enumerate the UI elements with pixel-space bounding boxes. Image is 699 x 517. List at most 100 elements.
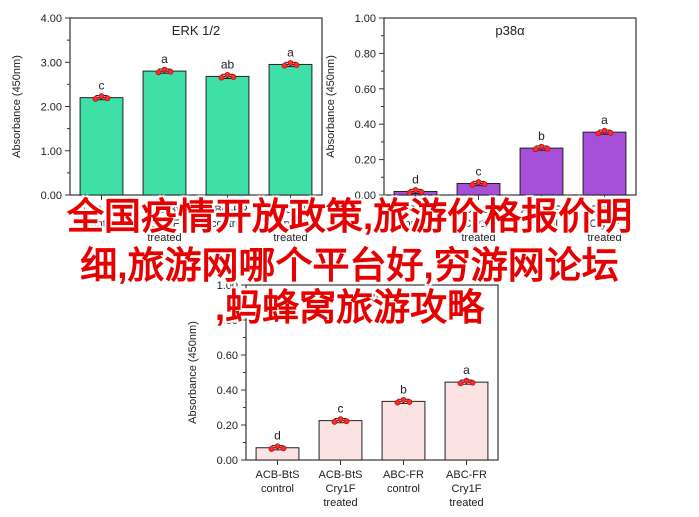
x-tick-label: ACB-BtS [142, 204, 186, 216]
data-point [544, 145, 551, 152]
significance-label: c [338, 402, 344, 416]
x-tick-label: ABC-FR [207, 204, 248, 216]
y-tick-label: 1.00 [355, 13, 376, 25]
y-axis-label: Absorbance (450nm) [187, 321, 199, 424]
data-point [412, 187, 419, 193]
y-tick-label: 0.00 [217, 455, 238, 467]
data-point [155, 69, 162, 76]
significance-label: b [538, 129, 545, 143]
data-point [595, 130, 602, 137]
bar [444, 381, 489, 461]
y-tick-label: 0.60 [355, 84, 376, 96]
significance-label: a [463, 363, 470, 377]
x-tick-label: treated [461, 232, 495, 244]
bar [79, 97, 124, 196]
y-tick-label: 0.00 [41, 190, 62, 202]
significance-label: c [99, 79, 105, 93]
chart-title: JNK [360, 290, 385, 305]
x-tick-label: ABC-FR [383, 469, 424, 481]
data-point [268, 446, 275, 452]
significance-label: a [287, 45, 294, 59]
y-axis-label: Absorbance (450nm) [325, 55, 337, 158]
significance-label: b [400, 382, 407, 396]
significance-label: a [601, 113, 608, 127]
x-tick-label: ACB-BtS [255, 469, 299, 481]
x-tick-label: ACB-BtS [318, 469, 362, 481]
jnk-panel: JNK 0.00 0.20 0.40 0.60 0.80 1.00 Absorbance (4… [187, 280, 499, 509]
data-point [400, 396, 407, 403]
bar [381, 400, 426, 461]
bar [142, 70, 187, 196]
data-point [457, 380, 464, 387]
data-point [337, 416, 344, 423]
y-tick-label: 0.40 [355, 119, 376, 131]
overlay-line-1: 全国疫情开放政策,旅游价格报价明 [66, 196, 633, 237]
erk-panel: ERK 1/2 0.00 1.00 2.00 3.00 4.00 Absorbance (4… [11, 13, 323, 244]
y-tick-label: 0.20 [217, 420, 238, 432]
y-tick-label: 1.00 [217, 280, 238, 292]
data-point [418, 189, 425, 195]
x-tick-label: ABC-FR [584, 204, 625, 216]
data-point [274, 443, 281, 450]
data-point [469, 181, 476, 188]
bar [268, 63, 313, 196]
x-tick-label: ACB-BtS [79, 204, 123, 216]
y-tick-label: 0.60 [217, 350, 238, 362]
data-point [230, 74, 237, 80]
data-point [532, 146, 539, 153]
x-tick-label: Cry1F [590, 218, 620, 230]
significance-label: ab [221, 57, 235, 71]
data-point [469, 379, 476, 386]
x-tick-label: ABC-FR [446, 469, 487, 481]
x-tick-label: ABC-FR [521, 204, 562, 216]
data-point [394, 399, 401, 406]
chart-title: ERK 1/2 [172, 23, 220, 38]
overlay-line-2: 细,旅游网哪个平台好,穷游网论坛 [80, 245, 619, 286]
y-tick-label: 1.00 [41, 146, 62, 158]
data-point [104, 95, 111, 102]
data-point [281, 62, 288, 69]
data-point [607, 129, 614, 136]
significance-label: d [274, 429, 281, 443]
x-tick-label: ACB-BtS [393, 204, 437, 216]
data-point [218, 74, 225, 81]
y-tick-label: 0.40 [217, 385, 238, 397]
x-tick-label: Cry1F [150, 218, 180, 230]
x-tick-label: control [85, 218, 118, 230]
y-tick-label: 0.80 [355, 48, 376, 60]
bar [318, 420, 363, 461]
significance-label: c [476, 164, 482, 178]
data-point [343, 418, 350, 425]
x-tick-label: Cry1F [326, 483, 356, 495]
y-axis-label: Absorbance (450nm) [11, 55, 23, 158]
overlay-line-3: ,蚂蜂窝旅游攻略 [214, 287, 485, 328]
p38-panel: p38α 0.00 0.20 0.40 0.60 0.80 1.00 Absorbance (… [325, 13, 637, 244]
y-tick-label: 4.00 [41, 13, 62, 25]
data-point [601, 127, 608, 134]
y-tick-label: 0.20 [355, 155, 376, 167]
x-tick-label: control [525, 218, 558, 230]
data-point [331, 418, 338, 425]
data-point [280, 445, 287, 452]
bar [582, 131, 627, 196]
y-tick-label: 0.80 [217, 315, 238, 327]
data-point [406, 399, 413, 405]
x-tick-label: control [261, 483, 294, 495]
x-tick-label: treated [273, 232, 307, 244]
data-point [167, 68, 174, 75]
x-tick-label: Cry1F [276, 218, 306, 230]
data-point [293, 62, 300, 68]
x-tick-label: treated [587, 232, 621, 244]
x-tick-label: ABC-FR [270, 204, 311, 216]
x-tick-label: Cry1F [464, 218, 494, 230]
x-tick-label: control [211, 218, 244, 230]
data-point [161, 66, 168, 73]
data-point [481, 181, 488, 187]
data-point [538, 143, 545, 150]
x-tick-label: treated [449, 497, 483, 509]
bar [205, 75, 250, 196]
data-point [463, 377, 470, 384]
data-point [406, 189, 413, 196]
x-tick-label: treated [323, 497, 357, 509]
